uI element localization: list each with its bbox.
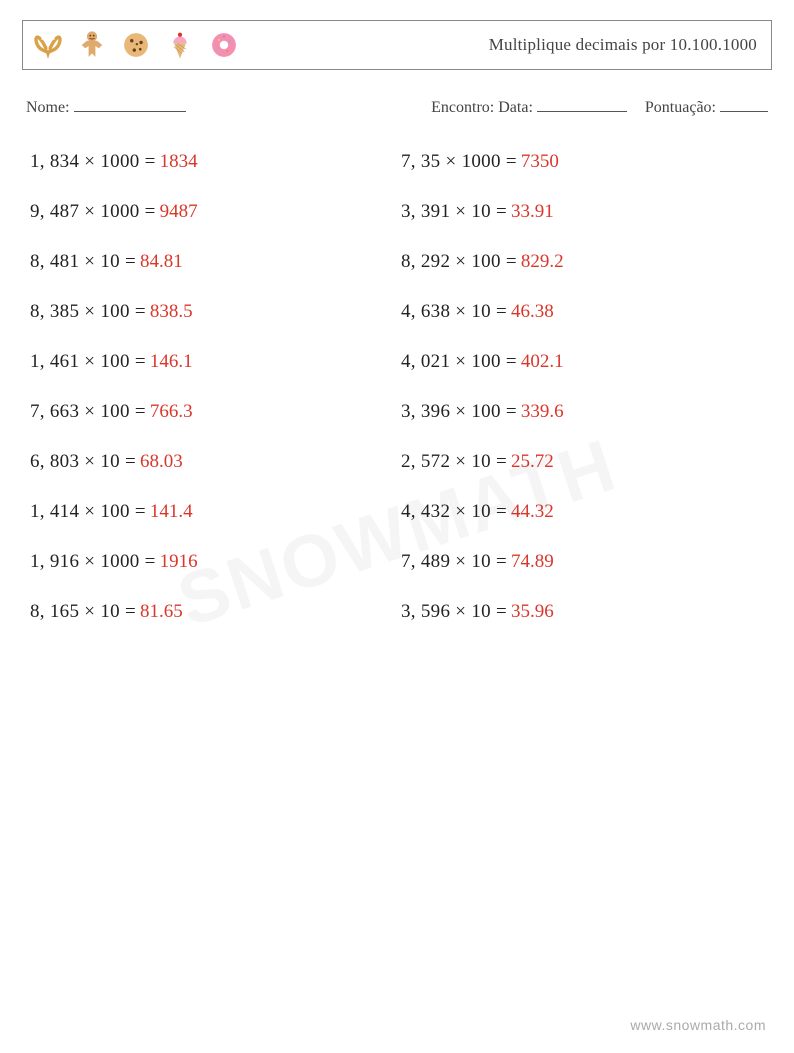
problem-answer: 339.6 xyxy=(521,401,564,423)
problem-row: 1,916 × 1000 = 1916 xyxy=(30,551,401,573)
problem-expression: 8,292 × 100 = xyxy=(401,251,517,273)
meta-right: Encontro: Data: Pontuação: xyxy=(431,98,768,117)
problem-row: 4,021 × 100 = 402.1 xyxy=(401,351,772,373)
problem-answer: 1916 xyxy=(160,551,198,573)
footer-url: www.snowmath.com xyxy=(630,1017,766,1033)
problems-column-left: 1,834 × 1000 = 1834 9,487 × 1000 = 9487 8,… xyxy=(30,151,401,651)
problems-column-right: 7,35 × 1000 = 7350 3,391 × 10 = 33.91 8,29… xyxy=(401,151,772,651)
problem-answer: 35.96 xyxy=(511,601,554,623)
icecream-icon xyxy=(163,28,197,62)
problem-expression: 1,834 × 1000 = xyxy=(30,151,156,173)
problem-expression: 7,663 × 100 = xyxy=(30,401,146,423)
problem-row: 2,572 × 10 = 25.72 xyxy=(401,451,772,473)
gingerbread-icon xyxy=(75,28,109,62)
problem-answer: 74.89 xyxy=(511,551,554,573)
cookie-icon xyxy=(119,28,153,62)
problem-expression: 8,481 × 10 = xyxy=(30,251,136,273)
encounter-label: Encontro: Data: xyxy=(431,99,533,116)
problem-expression: 3,391 × 10 = xyxy=(401,201,507,223)
problem-row: 7,35 × 1000 = 7350 xyxy=(401,151,772,173)
problem-expression: 4,021 × 100 = xyxy=(401,351,517,373)
problem-answer: 84.81 xyxy=(140,251,183,273)
problem-expression: 1,414 × 100 = xyxy=(30,501,146,523)
problem-row: 3,596 × 10 = 35.96 xyxy=(401,601,772,623)
problem-row: 3,396 × 100 = 339.6 xyxy=(401,401,772,423)
score-line xyxy=(720,98,768,112)
problem-expression: 8,385 × 100 = xyxy=(30,301,146,323)
problem-answer: 829.2 xyxy=(521,251,564,273)
problem-expression: 2,572 × 10 = xyxy=(401,451,507,473)
problem-row: 4,638 × 10 = 46.38 xyxy=(401,301,772,323)
problem-answer: 9487 xyxy=(160,201,198,223)
score-field: Pontuação: xyxy=(645,98,768,117)
problem-row: 4,432 × 10 = 44.32 xyxy=(401,501,772,523)
problem-expression: 3,396 × 100 = xyxy=(401,401,517,423)
problem-answer: 68.03 xyxy=(140,451,183,473)
meta-row: Nome: Encontro: Data: Pontuação: xyxy=(22,98,772,117)
score-label: Pontuação: xyxy=(645,99,716,116)
problem-row: 7,663 × 100 = 766.3 xyxy=(30,401,401,423)
name-line xyxy=(74,98,186,112)
name-label: Nome: xyxy=(26,99,70,116)
problem-answer: 141.4 xyxy=(150,501,193,523)
problem-row: 6,803 × 10 = 68.03 xyxy=(30,451,401,473)
problem-row: 1,461 × 100 = 146.1 xyxy=(30,351,401,373)
problem-row: 8,481 × 10 = 84.81 xyxy=(30,251,401,273)
donut-icon xyxy=(207,28,241,62)
problem-row: 1,834 × 1000 = 1834 xyxy=(30,151,401,173)
problem-expression: 8,165 × 10 = xyxy=(30,601,136,623)
problem-expression: 3,596 × 10 = xyxy=(401,601,507,623)
encounter-field: Encontro: Data: xyxy=(431,98,627,117)
name-field: Nome: xyxy=(26,98,186,117)
problem-answer: 25.72 xyxy=(511,451,554,473)
problem-answer: 146.1 xyxy=(150,351,193,373)
problem-answer: 766.3 xyxy=(150,401,193,423)
problem-row: 7,489 × 10 = 74.89 xyxy=(401,551,772,573)
problem-row: 8,385 × 100 = 838.5 xyxy=(30,301,401,323)
worksheet-page: Multiplique decimais por 10.100.1000 Nom… xyxy=(0,0,794,1053)
header-box: Multiplique decimais por 10.100.1000 xyxy=(22,20,772,70)
problem-answer: 44.32 xyxy=(511,501,554,523)
problem-row: 3,391 × 10 = 33.91 xyxy=(401,201,772,223)
encounter-line xyxy=(537,98,627,112)
problem-row: 8,292 × 100 = 829.2 xyxy=(401,251,772,273)
problem-answer: 7350 xyxy=(521,151,559,173)
problems-grid: 1,834 × 1000 = 1834 9,487 × 1000 = 9487 8,… xyxy=(22,151,772,651)
problem-row: 8,165 × 10 = 81.65 xyxy=(30,601,401,623)
header-icons xyxy=(31,28,241,62)
problem-expression: 7,35 × 1000 = xyxy=(401,151,517,173)
pretzel-icon xyxy=(31,28,65,62)
problem-expression: 6,803 × 10 = xyxy=(30,451,136,473)
problem-answer: 1834 xyxy=(160,151,198,173)
problem-answer: 46.38 xyxy=(511,301,554,323)
problem-answer: 838.5 xyxy=(150,301,193,323)
problem-answer: 402.1 xyxy=(521,351,564,373)
worksheet-title: Multiplique decimais por 10.100.1000 xyxy=(489,35,757,55)
problem-expression: 1,461 × 100 = xyxy=(30,351,146,373)
problem-row: 9,487 × 1000 = 9487 xyxy=(30,201,401,223)
problem-answer: 81.65 xyxy=(140,601,183,623)
problem-expression: 4,432 × 10 = xyxy=(401,501,507,523)
problem-row: 1,414 × 100 = 141.4 xyxy=(30,501,401,523)
problem-expression: 9,487 × 1000 = xyxy=(30,201,156,223)
problem-expression: 1,916 × 1000 = xyxy=(30,551,156,573)
problem-expression: 7,489 × 10 = xyxy=(401,551,507,573)
problem-answer: 33.91 xyxy=(511,201,554,223)
problem-expression: 4,638 × 10 = xyxy=(401,301,507,323)
